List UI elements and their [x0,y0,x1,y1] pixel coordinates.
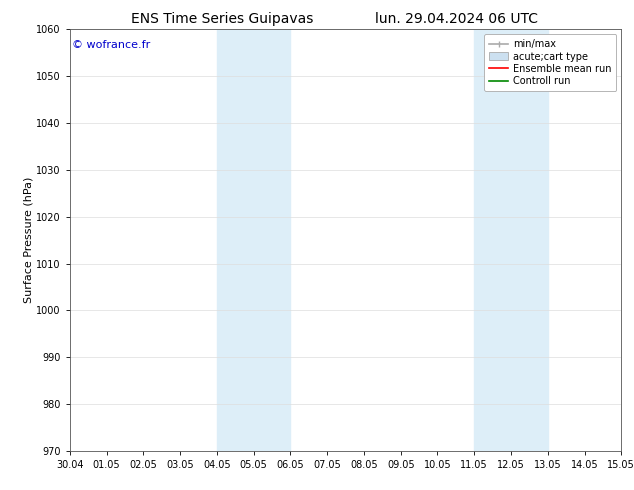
Bar [474,29,548,451]
Bar [217,29,290,451]
Text: ENS Time Series Guipavas: ENS Time Series Guipavas [131,12,313,26]
Y-axis label: Surface Pressure (hPa): Surface Pressure (hPa) [23,177,34,303]
Legend: min/max, acute;cart type, Ensemble mean run, Controll run: min/max, acute;cart type, Ensemble mean … [484,34,616,91]
Text: lun. 29.04.2024 06 UTC: lun. 29.04.2024 06 UTC [375,12,538,26]
Text: © wofrance.fr: © wofrance.fr [72,40,151,50]
